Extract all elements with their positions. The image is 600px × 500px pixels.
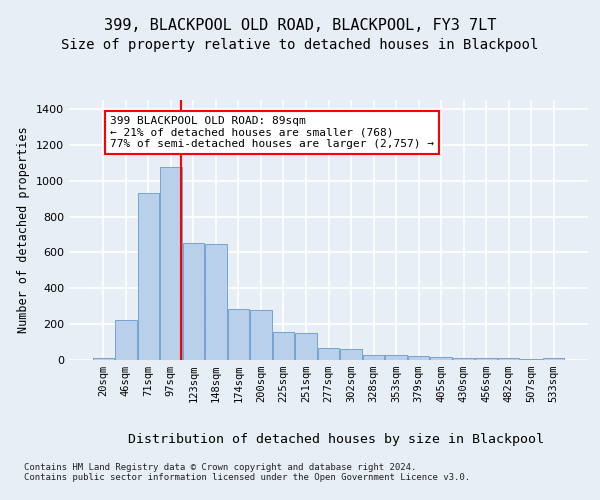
Bar: [340, 349, 362, 360]
Bar: [115, 320, 137, 360]
Text: Distribution of detached houses by size in Blackpool: Distribution of detached houses by size …: [128, 432, 544, 446]
Bar: [205, 244, 227, 360]
Bar: [543, 358, 565, 360]
Bar: [250, 310, 272, 360]
Bar: [182, 244, 204, 360]
Bar: [363, 354, 384, 360]
Bar: [408, 356, 429, 360]
Text: Contains HM Land Registry data © Crown copyright and database right 2024.
Contai: Contains HM Land Registry data © Crown c…: [24, 462, 470, 482]
Bar: [273, 332, 294, 360]
Bar: [385, 355, 407, 360]
Bar: [295, 333, 317, 360]
Y-axis label: Number of detached properties: Number of detached properties: [17, 126, 31, 334]
Bar: [318, 348, 339, 360]
Bar: [92, 358, 114, 360]
Bar: [430, 357, 452, 360]
Bar: [453, 358, 475, 360]
Text: 399 BLACKPOOL OLD ROAD: 89sqm
← 21% of detached houses are smaller (768)
77% of : 399 BLACKPOOL OLD ROAD: 89sqm ← 21% of d…: [110, 116, 434, 150]
Bar: [228, 309, 249, 360]
Bar: [475, 358, 497, 360]
Bar: [137, 193, 159, 360]
Text: 399, BLACKPOOL OLD ROAD, BLACKPOOL, FY3 7LT: 399, BLACKPOOL OLD ROAD, BLACKPOOL, FY3 …: [104, 18, 496, 32]
Bar: [160, 167, 182, 360]
Bar: [498, 358, 520, 360]
Text: Size of property relative to detached houses in Blackpool: Size of property relative to detached ho…: [61, 38, 539, 52]
